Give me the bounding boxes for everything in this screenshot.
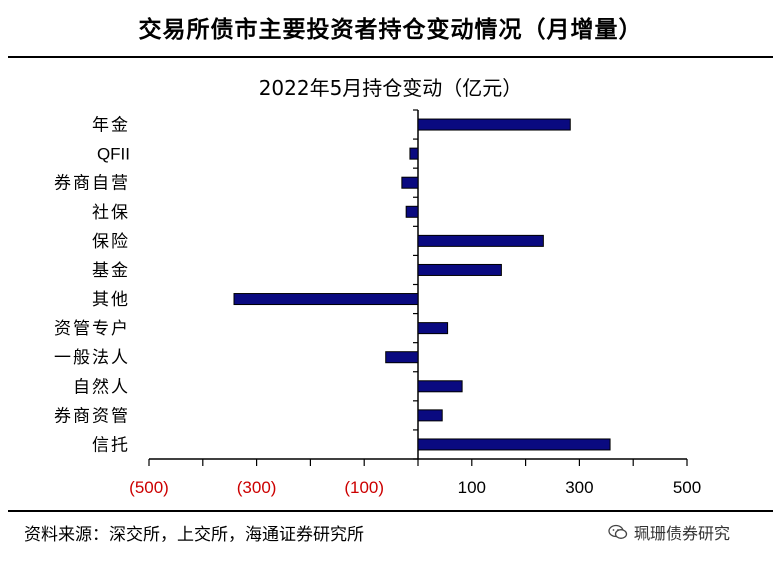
category-label: 社保	[92, 203, 130, 223]
bar	[417, 380, 463, 393]
category-label: 其他	[92, 290, 130, 310]
category-label: 年金	[92, 116, 130, 136]
category-label: 自然人	[73, 377, 130, 397]
bar	[417, 263, 502, 276]
bar	[417, 118, 571, 131]
x-tick-label: (300)	[237, 478, 277, 497]
bar-chart: (500) (300) (100) 100 300 500 年金 QFII 券商自营社保保险基金…	[54, 109, 701, 497]
category-label: 基金	[92, 261, 130, 281]
x-tick-label: 100	[458, 478, 486, 497]
category-label: 一般法人	[54, 348, 130, 368]
category-label: 券商自营	[54, 174, 130, 194]
chart-title: 2022年5月持仓变动（亿元）	[258, 76, 523, 100]
header: 交易所债市主要投资者持仓变动情况（月增量）	[0, 0, 781, 58]
category-label: 信托	[92, 435, 130, 455]
x-tick-label: (500)	[129, 478, 169, 497]
x-tick-label: 300	[565, 478, 593, 497]
x-tick-label: 500	[673, 478, 701, 497]
watermark: 珮珊债券研究	[608, 520, 730, 544]
category-label: 保险	[92, 232, 130, 252]
bar	[417, 234, 544, 247]
bar	[409, 147, 419, 160]
bottom-divider	[8, 510, 773, 512]
x-tick-label: (100)	[344, 478, 384, 497]
top-divider	[8, 56, 773, 58]
source-note: 资料来源：深交所，上交所，海通证券研究所	[24, 525, 364, 545]
watermark-text: 珮珊债券研究	[634, 524, 731, 543]
page-title: 交易所债市主要投资者持仓变动情况（月增量）	[138, 16, 643, 43]
category-label: QFII	[97, 145, 130, 164]
category-label: 券商资管	[54, 406, 130, 426]
bar	[233, 293, 419, 306]
bar	[405, 205, 419, 218]
bar	[385, 351, 419, 364]
category-label: 资管专户	[54, 319, 130, 339]
bar	[417, 322, 449, 335]
bar	[417, 438, 611, 451]
wechat-icon	[608, 524, 628, 539]
bar	[417, 409, 443, 422]
bar	[401, 176, 419, 189]
